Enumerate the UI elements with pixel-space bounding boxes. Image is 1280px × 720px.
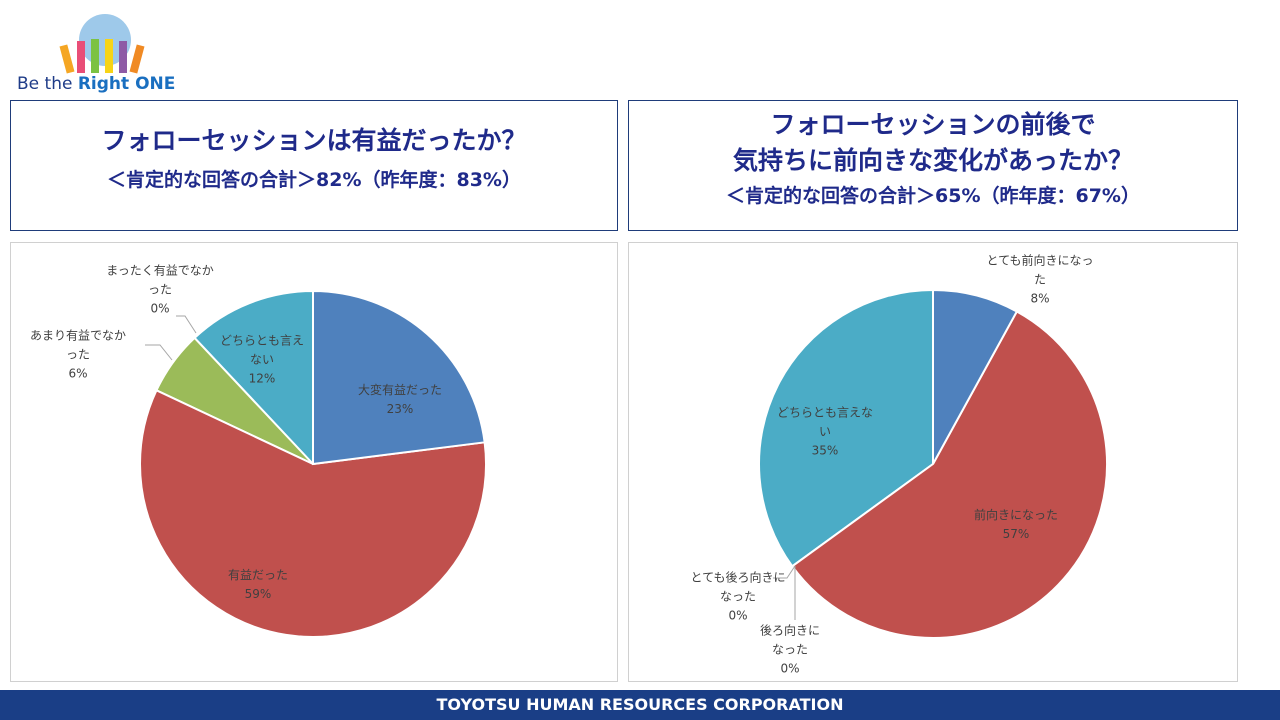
chart-subtitle: ＜肯定的な回答の合計＞82%（昨年度：83%） <box>107 169 521 191</box>
header-box: フォローセッションの前後で 気持ちに前向きな変化があったか？ ＜肯定的な回答の合… <box>628 100 1238 231</box>
value-label: 6% <box>68 366 88 381</box>
footer: TOYOTSU HUMAN RESOURCES CORPORATION <box>0 690 1280 720</box>
charts <box>139 288 1108 639</box>
data-label: あまり有益でなかった 6% <box>30 327 126 384</box>
leader-line <box>773 565 796 579</box>
data-label: 有益だった 59% <box>198 566 318 604</box>
value-label: 8% <box>1030 291 1050 306</box>
value-label: 57% <box>1002 527 1030 541</box>
value-label: 59% <box>244 587 272 601</box>
data-label: どちらとも言えない 35% <box>775 404 875 461</box>
data-label: とても後ろ向きになった 0% <box>690 569 786 626</box>
chart-frame <box>10 242 618 682</box>
pie-slice <box>312 289 486 466</box>
logo-hand <box>105 39 113 73</box>
pie-slice <box>790 310 1108 639</box>
chart-frame <box>628 242 1238 682</box>
category-label: 大変有益だった <box>357 383 442 397</box>
category-label: 有益だった <box>227 568 288 582</box>
data-label: 大変有益だった 23% <box>340 381 460 419</box>
logo-text-plain: Be the <box>17 74 72 94</box>
pie-slice <box>139 389 487 638</box>
data-label: まったく有益でなかった 0% <box>105 262 215 319</box>
data-label: 後ろ向きになった 0% <box>755 622 825 679</box>
category-label: 前向きになった <box>973 508 1058 522</box>
leader-line <box>176 315 197 334</box>
category-label: 後ろ向きになった <box>759 623 820 657</box>
value-label: 0% <box>150 301 170 316</box>
chart-subtitle: ＜肯定的な回答の合計＞65%（昨年度：67%） <box>726 185 1140 207</box>
data-label: とても前向きになった 8% <box>984 252 1096 309</box>
pie-slice <box>758 288 934 568</box>
logo-hand <box>59 44 75 74</box>
category-label: どちらとも言えない <box>219 333 304 367</box>
category-label: あまり有益でなかった <box>30 328 127 362</box>
chart-title: フォローセッションの前後で <box>770 110 1096 139</box>
logo-hand <box>91 39 99 73</box>
pie-slice <box>193 289 314 467</box>
value-label: 23% <box>386 402 414 416</box>
pie-slice <box>932 288 1019 465</box>
logo-hand <box>129 44 145 74</box>
header-box: フォローセッションは有益だったか？ ＜肯定的な回答の合計＞82%（昨年度：83%… <box>10 100 618 231</box>
leader-line <box>145 344 173 361</box>
category-label: とても前向きになった <box>986 253 1094 287</box>
chart-title: 気持ちに前向きな変化があったか？ <box>732 146 1133 175</box>
value-label: 0% <box>780 661 800 676</box>
logo-text: Be the Right ONE <box>17 74 175 94</box>
logo-hand <box>119 41 127 73</box>
data-label: 前向きになった 57% <box>956 506 1076 544</box>
logo-hand <box>77 41 85 73</box>
leader-lines <box>145 315 796 620</box>
category-label: どちらとも言えない <box>776 405 873 439</box>
logo-text-bold: Right ONE <box>78 74 176 94</box>
value-label: 12% <box>248 371 276 386</box>
chart-title: フォローセッションは有益だったか？ <box>101 126 527 155</box>
category-label: とても後ろ向きになった <box>690 570 786 604</box>
category-label: まったく有益でなかった <box>106 263 214 297</box>
data-label: どちらとも言えない 12% <box>217 332 307 389</box>
value-label: 35% <box>811 443 839 458</box>
logo: Be the Right ONE <box>17 14 175 94</box>
value-label: 0% <box>728 608 748 623</box>
